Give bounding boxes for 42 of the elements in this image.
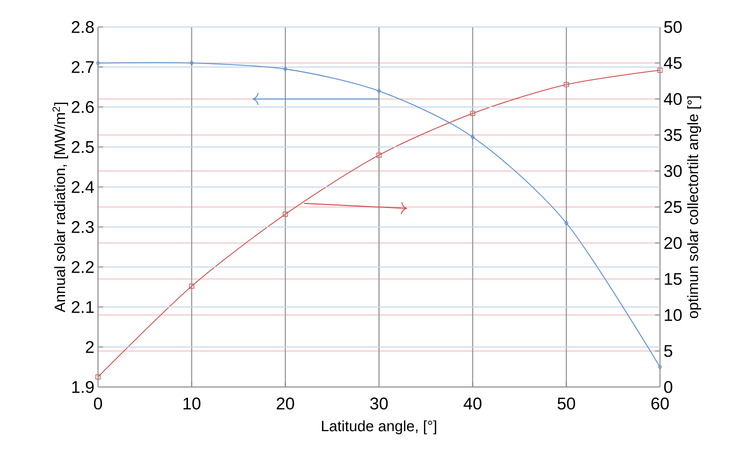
y-tick-label: 2.5: [72, 141, 94, 154]
x-tick-label: 60: [651, 398, 669, 410]
y-tick-label: 2.3: [72, 221, 94, 234]
x-tick-label: 20: [276, 398, 294, 410]
y-axis-title: Annual solar radiation, [MW/m$^{2}$]: [52, 102, 68, 312]
y-tick-label: 2.8: [72, 21, 94, 34]
x-tick-label: 0: [94, 398, 102, 410]
point: [190, 60, 194, 66]
point: [564, 82, 569, 88]
point: [657, 68, 663, 73]
y-tick-label: 2.4: [72, 181, 94, 193]
x-tick-label: 10: [184, 398, 200, 410]
y2-tick-label: 25: [664, 201, 682, 213]
y-tick-label: 2.2: [72, 261, 94, 273]
y-tick-label: 2.7: [72, 61, 94, 73]
y2-tick-label: 30: [664, 165, 682, 177]
x-tick-label: 40: [464, 398, 482, 410]
x-tick-label: 30: [370, 398, 388, 410]
y-tick-label: 1.9: [72, 381, 94, 393]
y-tick-label: 2.6: [72, 101, 94, 114]
y-tick-label: 2: [86, 341, 94, 353]
y2-tick-label: 50: [664, 21, 682, 34]
point: [470, 110, 476, 116]
point: [282, 212, 288, 217]
x-tick-label: 50: [558, 398, 576, 410]
y2-tick-label: 5: [664, 345, 672, 357]
y2-tick-label: 40: [664, 93, 682, 106]
point: [376, 152, 382, 158]
y2-tick-label: 20: [664, 237, 682, 249]
y2-tick-label: 45: [664, 57, 682, 69]
y2-tick-label: 0: [664, 381, 672, 393]
x-axis-title: Latitude angle, [°]: [322, 420, 436, 434]
y-tick-label: 2.1: [72, 301, 94, 313]
y2-tick-label: 15: [664, 273, 682, 285]
point: [470, 134, 475, 140]
point: [95, 374, 101, 380]
point: [283, 66, 288, 72]
y2-tick-label: 10: [664, 309, 682, 321]
y2-tick-label: 35: [664, 129, 682, 142]
point: [564, 220, 568, 226]
point: [189, 284, 194, 289]
y2-axis-title: optimun solar collectortilt angle [°]: [687, 96, 702, 318]
